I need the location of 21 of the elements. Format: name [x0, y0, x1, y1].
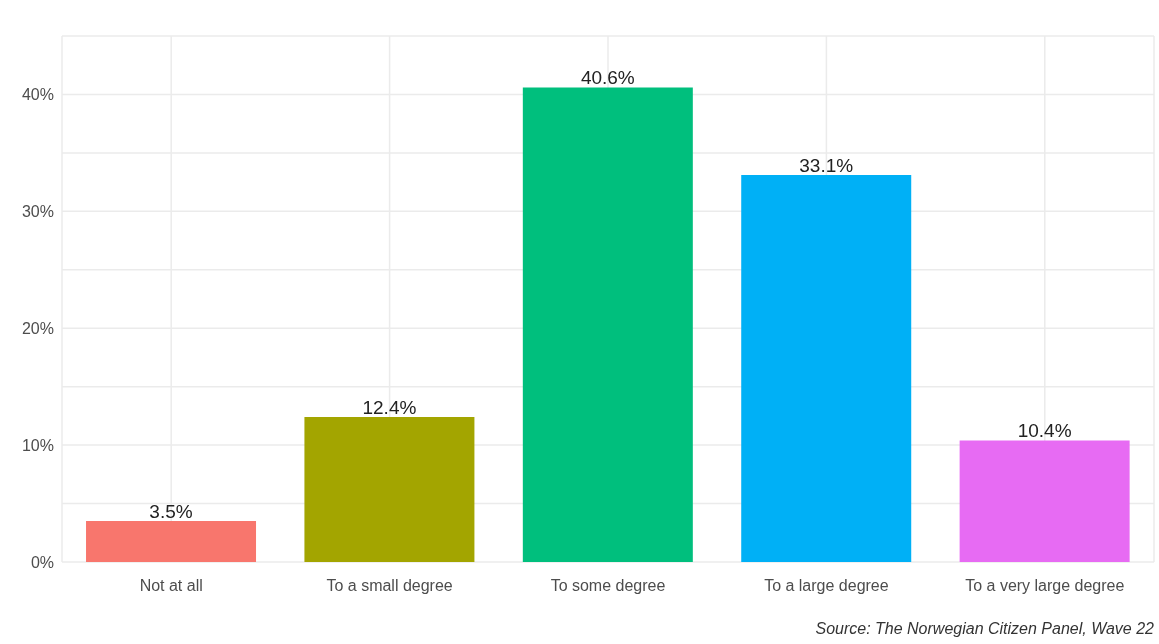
data-label: 10.4%	[1017, 420, 1072, 442]
x-tick-label: To a small degree	[326, 577, 453, 595]
x-tick-label: To a large degree	[764, 577, 889, 595]
data-label: 3.5%	[149, 501, 193, 523]
bar	[86, 521, 257, 562]
source-note: Source: The Norwegian Citizen Panel, Wave 22	[815, 620, 1154, 638]
bar	[522, 87, 693, 562]
x-tick-label: To some degree	[550, 577, 666, 595]
x-tick-label: To a very large degree	[965, 577, 1125, 595]
bar	[959, 440, 1130, 562]
x-tick-label: Not at all	[139, 577, 203, 595]
y-tick-label: 40%	[21, 86, 54, 104]
y-tick-label: 20%	[21, 319, 54, 337]
bar	[304, 417, 475, 562]
y-tick-label: 30%	[21, 203, 54, 221]
data-label: 40.6%	[580, 67, 635, 89]
y-tick-label: 0%	[30, 553, 54, 571]
data-label: 12.4%	[362, 397, 417, 419]
y-tick-label: 10%	[21, 436, 54, 454]
bar	[741, 175, 912, 562]
data-label: 33.1%	[799, 155, 854, 177]
